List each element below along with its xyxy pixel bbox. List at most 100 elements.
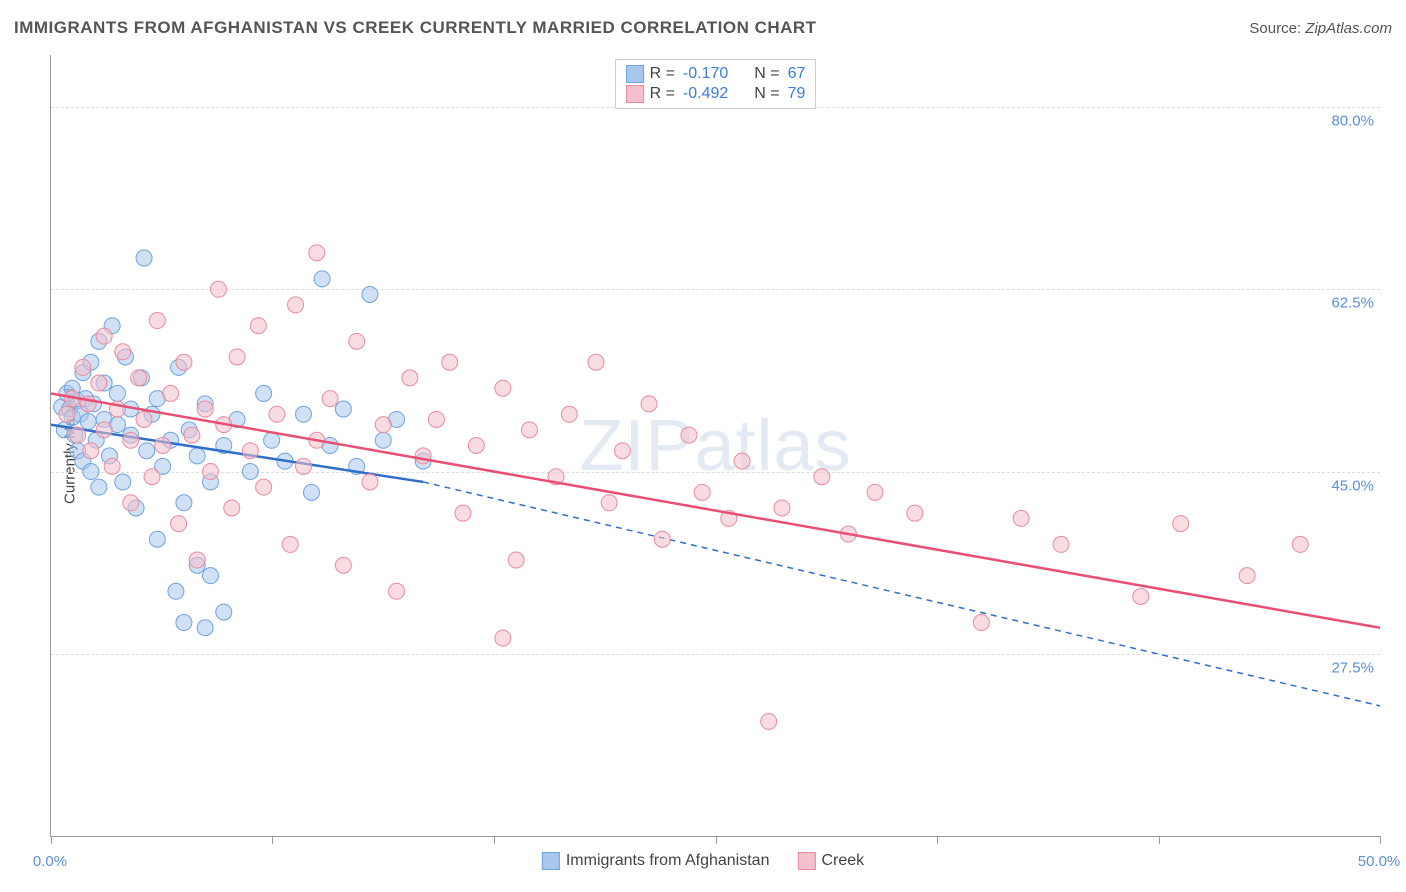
scatter-point: [814, 469, 830, 485]
scatter-point: [176, 354, 192, 370]
scatter-point: [163, 385, 179, 401]
scatter-point: [907, 505, 923, 521]
scatter-point: [123, 495, 139, 511]
scatter-point: [202, 568, 218, 584]
scatter-point: [349, 333, 365, 349]
legend-n-value: 79: [788, 85, 806, 103]
scatter-point: [288, 297, 304, 313]
chart-title: IMMIGRANTS FROM AFGHANISTAN VS CREEK CUR…: [14, 18, 817, 38]
scatter-point: [202, 464, 218, 480]
legend-correlation-box: R = -0.170 N = 67 R = -0.492 N = 79: [615, 59, 817, 109]
legend-n-label: N =: [754, 65, 779, 83]
x-tick-label: 50.0%: [1358, 853, 1401, 870]
legend-series-item: Creek: [797, 852, 864, 870]
scatter-point: [70, 427, 86, 443]
trend-line-solid: [51, 393, 1380, 627]
legend-swatch: [542, 852, 560, 870]
scatter-point: [303, 484, 319, 500]
scatter-point: [641, 396, 657, 412]
scatter-point: [136, 250, 152, 266]
legend-correlation-row: R = -0.170 N = 67: [626, 64, 806, 84]
scatter-point: [224, 500, 240, 516]
scatter-point: [601, 495, 617, 511]
x-tick: [716, 836, 717, 844]
scatter-point: [495, 380, 511, 396]
scatter-point: [314, 271, 330, 287]
scatter-point: [415, 448, 431, 464]
scatter-point: [335, 557, 351, 573]
legend-series: Immigrants from Afghanistan Creek: [542, 852, 864, 870]
scatter-point: [455, 505, 471, 521]
scatter-point: [362, 287, 378, 303]
scatter-point: [442, 354, 458, 370]
scatter-point: [389, 583, 405, 599]
scatter-point: [155, 438, 171, 454]
scatter-point: [468, 438, 484, 454]
scatter-point: [322, 391, 338, 407]
scatter-point: [189, 448, 205, 464]
x-tick: [51, 836, 52, 844]
legend-n-label: N =: [754, 85, 779, 103]
scatter-point: [136, 411, 152, 427]
scatter-point: [144, 469, 160, 485]
legend-series-item: Immigrants from Afghanistan: [542, 852, 770, 870]
legend-r-label: R =: [650, 85, 675, 103]
legend-series-label: Immigrants from Afghanistan: [566, 852, 770, 870]
scatter-point: [184, 427, 200, 443]
scatter-point: [59, 406, 75, 422]
source-link[interactable]: ZipAtlas.com: [1305, 20, 1392, 37]
scatter-point: [1173, 516, 1189, 532]
scatter-point: [296, 458, 312, 474]
scatter-point: [149, 313, 165, 329]
scatter-point: [561, 406, 577, 422]
scatter-plot-svg: [51, 55, 1380, 836]
scatter-point: [123, 432, 139, 448]
scatter-point: [867, 484, 883, 500]
scatter-point: [242, 464, 258, 480]
scatter-point: [176, 495, 192, 511]
legend-series-label: Creek: [821, 852, 864, 870]
scatter-point: [1053, 536, 1069, 552]
scatter-point: [335, 401, 351, 417]
x-tick: [1159, 836, 1160, 844]
scatter-point: [734, 453, 750, 469]
scatter-point: [309, 245, 325, 261]
chart-source: Source: ZipAtlas.com: [1249, 20, 1392, 37]
scatter-point: [362, 474, 378, 490]
scatter-point: [681, 427, 697, 443]
scatter-point: [83, 443, 99, 459]
scatter-point: [588, 354, 604, 370]
scatter-point: [91, 479, 107, 495]
scatter-point: [80, 414, 96, 430]
chart-plot-area: ZIPatlas R = -0.170 N = 67 R = -0.492 N …: [50, 55, 1380, 837]
scatter-point: [96, 422, 112, 438]
scatter-point: [131, 370, 147, 386]
x-tick-label: 0.0%: [33, 853, 67, 870]
scatter-point: [694, 484, 710, 500]
scatter-point: [109, 385, 125, 401]
scatter-point: [654, 531, 670, 547]
scatter-point: [210, 281, 226, 297]
scatter-point: [264, 432, 280, 448]
scatter-point: [229, 349, 245, 365]
scatter-point: [296, 406, 312, 422]
scatter-point: [428, 411, 444, 427]
scatter-point: [168, 583, 184, 599]
scatter-point: [1239, 568, 1255, 584]
scatter-point: [91, 375, 107, 391]
scatter-point: [197, 620, 213, 636]
legend-r-value: -0.492: [683, 85, 728, 103]
legend-r-label: R =: [650, 65, 675, 83]
scatter-point: [375, 417, 391, 433]
scatter-point: [139, 443, 155, 459]
scatter-point: [216, 604, 232, 620]
x-tick: [494, 836, 495, 844]
scatter-point: [1133, 588, 1149, 604]
x-tick: [1380, 836, 1381, 844]
scatter-point: [761, 713, 777, 729]
legend-swatch: [626, 85, 644, 103]
scatter-point: [197, 401, 213, 417]
scatter-point: [521, 422, 537, 438]
scatter-point: [115, 344, 131, 360]
scatter-point: [973, 615, 989, 631]
